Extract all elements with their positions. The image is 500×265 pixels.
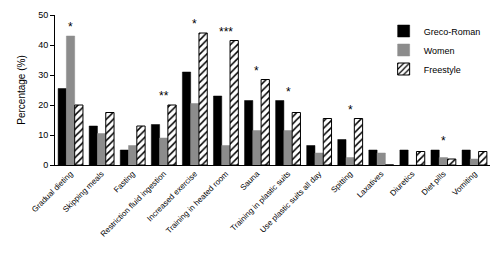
svg-text:Spitting: Spitting [329,169,354,194]
svg-text:Vomiting: Vomiting [451,169,479,197]
svg-text:Greco-Roman: Greco-Roman [424,27,481,37]
svg-text:Restriction fluid ingestion: Restriction fluid ingestion [99,169,168,238]
svg-text:***: *** [219,25,233,39]
svg-text:*: * [192,17,197,31]
svg-text:**: ** [159,89,169,103]
svg-text:Diuretics: Diuretics [388,169,416,197]
svg-text:Training in plastic suits: Training in plastic suits [229,169,292,232]
svg-text:0: 0 [43,160,48,170]
svg-text:*: * [348,103,353,117]
svg-text:Increased exercise: Increased exercise [145,169,199,223]
svg-text:*: * [441,134,446,148]
svg-text:*: * [286,85,291,99]
svg-text:20: 20 [38,100,48,110]
svg-text:Training in heated room: Training in heated room [164,169,230,235]
svg-text:Skipping meals: Skipping meals [61,169,106,214]
svg-text:*: * [254,64,259,78]
svg-text:Percentage (%): Percentage (%) [16,55,27,124]
svg-text:Sauna: Sauna [238,169,261,192]
svg-text:Laxatives: Laxatives [355,169,385,199]
svg-text:Fasting: Fasting [112,169,137,194]
svg-text:10: 10 [38,130,48,140]
svg-text:Use plastic suits all day: Use plastic suits all day [258,169,323,234]
svg-text:Gradual dieting: Gradual dieting [30,169,75,214]
svg-text:50: 50 [38,10,48,20]
svg-text:40: 40 [38,40,48,50]
svg-text:30: 30 [38,70,48,80]
svg-text:Freestyle: Freestyle [424,65,461,75]
svg-text:Women: Women [424,46,455,56]
svg-text:*: * [68,20,73,34]
svg-text:Diet pills: Diet pills [420,169,448,197]
